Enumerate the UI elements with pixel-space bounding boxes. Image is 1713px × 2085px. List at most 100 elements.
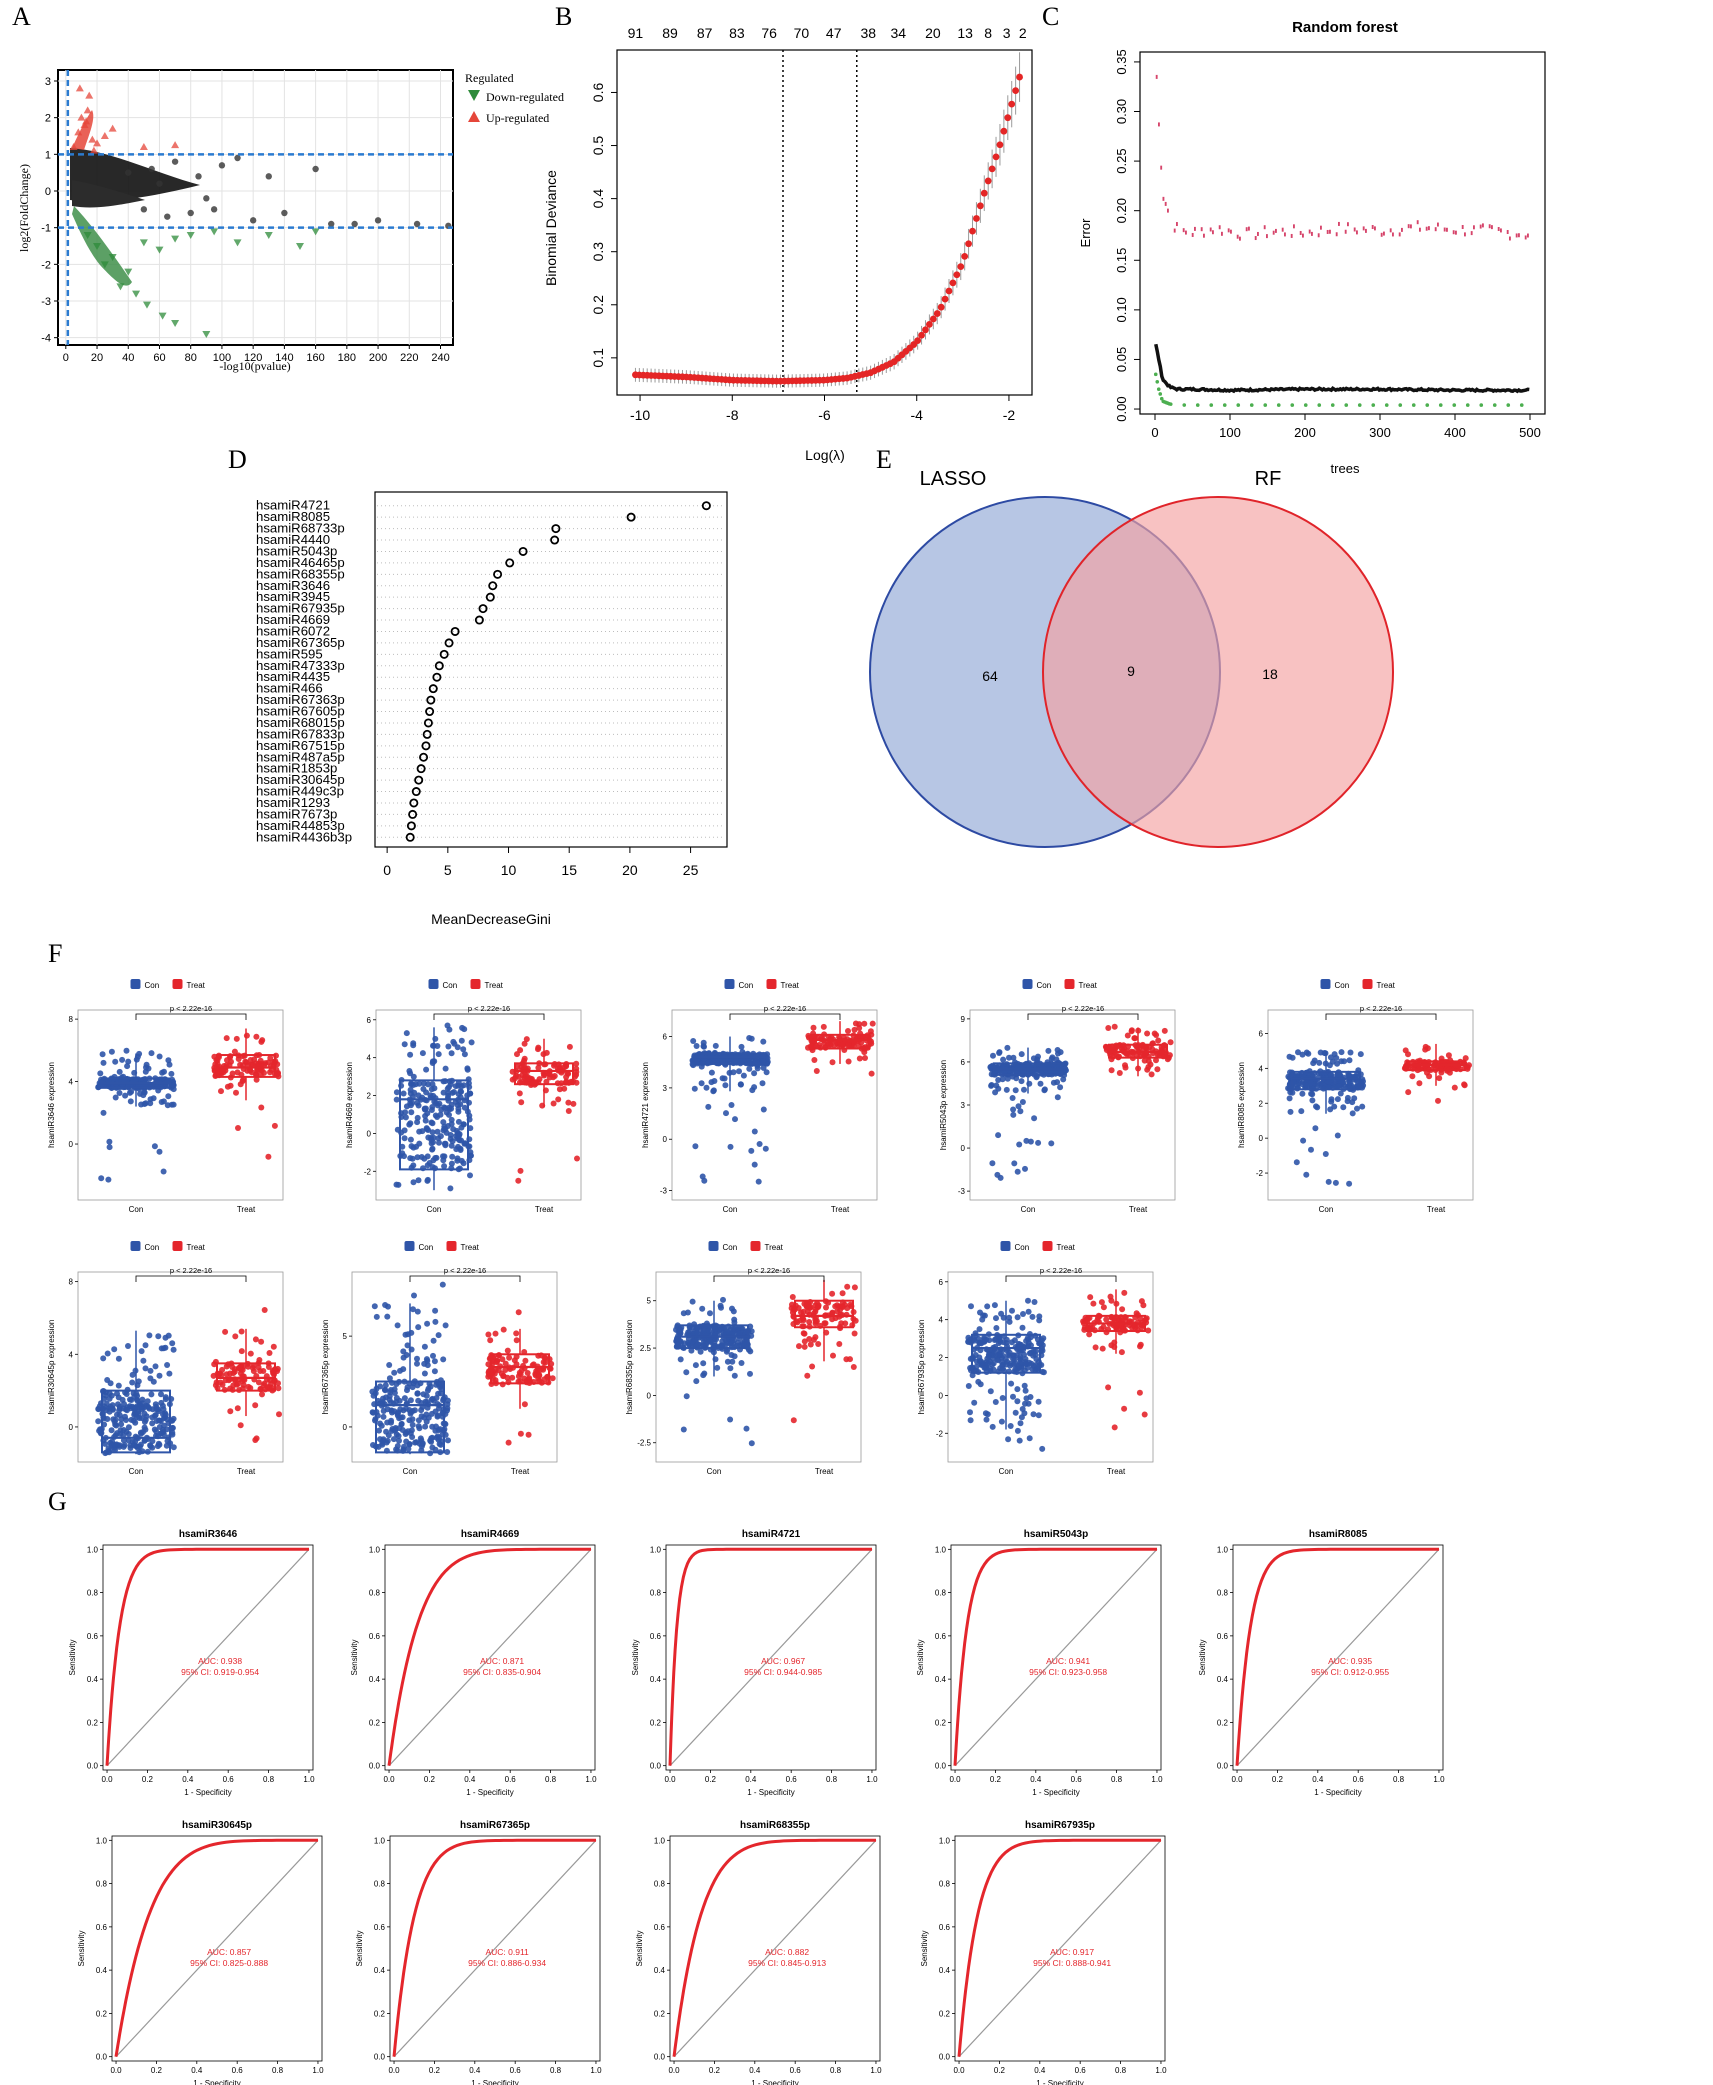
boxplot-7-treat-box bbox=[794, 1299, 854, 1329]
roc-8-xtick-label-2: 0.4 bbox=[1034, 2066, 1046, 2075]
boxplot-3-treat-point-65 bbox=[1144, 1030, 1151, 1037]
boxplot-6-con-point-44 bbox=[404, 1342, 411, 1349]
roc-7-ytick-label-4: 0.8 bbox=[654, 1880, 666, 1889]
boxplot-2-con-point-1 bbox=[691, 1085, 698, 1092]
roc-4-ytick-label-1: 0.2 bbox=[1217, 1718, 1229, 1727]
roc-auc-3: AUC: 0.941 bbox=[1046, 1656, 1090, 1666]
boxplot-7-con-point-8 bbox=[699, 1305, 706, 1312]
roc-frame-1 bbox=[384, 1544, 596, 1771]
boxplot-6-con-point-213 bbox=[429, 1395, 436, 1402]
panel-label-c: C bbox=[1042, 2, 1059, 31]
roc-auc-0: AUC: 0.938 bbox=[198, 1656, 242, 1666]
roc-8-ytick-label-3: 0.6 bbox=[939, 1923, 951, 1932]
roc-xlabel-2: 1 - Specificity bbox=[747, 1788, 795, 1797]
boxplot-4-treat-point-67 bbox=[1436, 1075, 1443, 1082]
boxplot-6-con-point-195 bbox=[396, 1397, 403, 1404]
boxplot-7-con-point-15 bbox=[743, 1425, 750, 1432]
boxplot-7-treat-point-79 bbox=[801, 1343, 808, 1350]
boxplot-1-treat-point-59 bbox=[573, 1079, 580, 1086]
roc-0-ytick-label-4: 0.8 bbox=[87, 1589, 99, 1598]
boxplot-4-con-point-231 bbox=[1326, 1078, 1332, 1085]
boxplot-7-con-point-217 bbox=[723, 1339, 730, 1346]
boxplot-5-treat-point-65 bbox=[261, 1307, 268, 1313]
oob-class0-dot-57 bbox=[1195, 403, 1200, 407]
boxplot-7-con-point-151 bbox=[689, 1298, 696, 1305]
boxplot-7-treat-point-27 bbox=[789, 1294, 796, 1300]
boxplot-4-ytick-label-2: 2 bbox=[1259, 1099, 1264, 1108]
boxplot-1: Con Treat Con Treat p < 2.22e-16 -2 0 2 4 6 hsamiR… bbox=[345, 979, 582, 1214]
volcano-xtick-label-2: 40 bbox=[122, 352, 134, 364]
boxplot-1-con-point-62 bbox=[432, 1035, 439, 1042]
legend-down-label: Down-regulated bbox=[486, 90, 564, 104]
up-point-7 bbox=[93, 139, 102, 147]
boxplot-4-con-point-246 bbox=[1328, 1096, 1335, 1103]
boxplot-1-con-point-174 bbox=[458, 1124, 465, 1131]
boxplot-6-con-point-246 bbox=[414, 1382, 421, 1389]
roc-5-xtick-label-2: 0.4 bbox=[191, 2066, 203, 2075]
boxplot-1-con-point-238 bbox=[456, 1132, 462, 1139]
rf-ytick-label-4: 0.20 bbox=[1114, 198, 1129, 223]
boxplot-3-con-point-53 bbox=[1057, 1084, 1064, 1091]
gini-dotchart: hsamiR4721hsamiR8085hsamiR68733phsamiR44… bbox=[256, 491, 728, 927]
lasso-xlabel: Log(λ) bbox=[805, 447, 845, 463]
deviance-point-90 bbox=[984, 177, 992, 185]
boxplot-4-ytick-label-3: 4 bbox=[1259, 1064, 1264, 1073]
boxplot-1-treat-point-79 bbox=[566, 1043, 573, 1050]
oob-overall-line bbox=[1154, 343, 1530, 394]
boxplot-7-con-point-103 bbox=[680, 1310, 687, 1317]
boxplot-0-con-point-40 bbox=[116, 1090, 123, 1096]
roc-8-ytick-label-2: 0.4 bbox=[939, 1966, 951, 1975]
deviance-point-77 bbox=[933, 310, 941, 317]
oob-class0-dot-183 bbox=[1290, 403, 1295, 407]
boxplot-8-con-point-6 bbox=[1025, 1297, 1031, 1304]
legend-treat-label-2: Treat bbox=[781, 981, 800, 990]
gini-label-4: hsamiR5043p bbox=[256, 543, 337, 558]
boxplot-6-con-point-115 bbox=[414, 1355, 420, 1362]
boxplot-1-con-point-87 bbox=[414, 1114, 421, 1121]
roc-5-ytick-label-5: 1.0 bbox=[96, 1836, 108, 1845]
boxplot-5-con-point-186 bbox=[144, 1398, 151, 1405]
boxplot-6-con-point-202 bbox=[442, 1322, 449, 1329]
boxplot-6-con-point-193 bbox=[406, 1417, 413, 1424]
boxplot-7-con-point-259 bbox=[747, 1348, 754, 1355]
boxplot-3-con-point-79 bbox=[995, 1132, 1002, 1139]
roc-7-xtick-label-1: 0.2 bbox=[709, 2066, 721, 2075]
boxplot-0-con-point-99 bbox=[168, 1070, 175, 1077]
rf-frame bbox=[1139, 51, 1546, 415]
boxplot-1-treat-point-11 bbox=[573, 1060, 580, 1067]
boxplot-3-con-point-221 bbox=[1017, 1108, 1024, 1115]
deviance-point-97 bbox=[1012, 87, 1020, 95]
boxplot-6-treat-point-85 bbox=[509, 1374, 516, 1381]
boxplot-4-con-point-96 bbox=[1346, 1057, 1353, 1064]
boxplot-5-con-point-110 bbox=[108, 1427, 115, 1434]
boxplot-ylabel-6: hsamiR67365p expression bbox=[321, 1320, 330, 1415]
roc-ylabel-2: Sensitivity bbox=[631, 1639, 640, 1675]
ns-point-16 bbox=[374, 217, 382, 224]
roc-4-xtick-label-1: 0.2 bbox=[1272, 1775, 1284, 1784]
boxplot-4-con-point-250 bbox=[1346, 1180, 1353, 1187]
boxplot-8-con-point-223 bbox=[1029, 1313, 1036, 1320]
boxplot-5-treat-point-108 bbox=[217, 1379, 224, 1386]
volcano-xtick-label-0: 0 bbox=[63, 352, 69, 364]
boxplot-8-treat-point-31 bbox=[1121, 1289, 1128, 1296]
roc-diagonal-5 bbox=[115, 1839, 319, 2058]
boxplot-8-con-point-188 bbox=[1000, 1339, 1007, 1346]
roc-7-xtick-label-3: 0.6 bbox=[790, 2066, 802, 2075]
roc-8-xtick-label-5: 1.0 bbox=[1155, 2066, 1167, 2075]
roc-4-xtick-label-3: 0.6 bbox=[1353, 1775, 1365, 1784]
boxplot-8-con-point-215 bbox=[991, 1302, 998, 1309]
boxplot-2-treat-point-104 bbox=[861, 1020, 868, 1027]
roc-title-0: hsamiR3646 bbox=[179, 1529, 238, 1540]
down-point-11 bbox=[311, 228, 320, 236]
boxplot-5-treat-point-64 bbox=[232, 1333, 239, 1340]
legend-con-label-5: Con bbox=[145, 1243, 160, 1252]
roc-8-xtick-label-0: 0.0 bbox=[953, 2066, 965, 2075]
boxplot-5-con-point-252 bbox=[111, 1441, 118, 1448]
down-point-17 bbox=[202, 331, 211, 338]
boxplot-6-con-point-243 bbox=[408, 1329, 415, 1336]
boxplot-6-con-point-178 bbox=[415, 1423, 422, 1430]
oob-class0-dot-5 bbox=[1156, 387, 1161, 392]
roc-ylabel-7: Sensitivity bbox=[635, 1930, 644, 1966]
boxplot-6-treat-point-19 bbox=[525, 1431, 532, 1438]
boxplot-6-con-point-68 bbox=[439, 1281, 446, 1288]
